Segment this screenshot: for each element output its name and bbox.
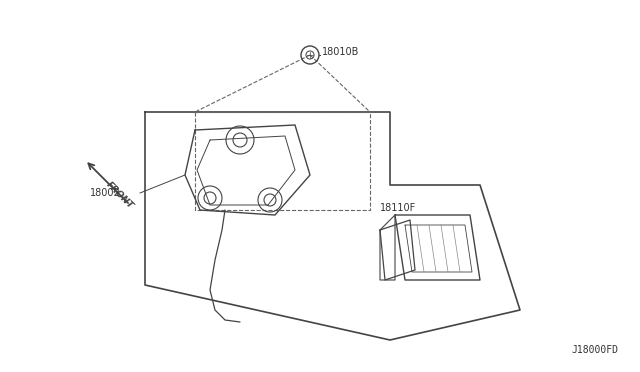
Text: 18010B: 18010B (322, 47, 360, 57)
Text: 18110F: 18110F (380, 203, 416, 213)
Text: J18000FD: J18000FD (571, 345, 618, 355)
Text: FRONT: FRONT (105, 180, 135, 210)
Text: 18002: 18002 (90, 188, 121, 198)
